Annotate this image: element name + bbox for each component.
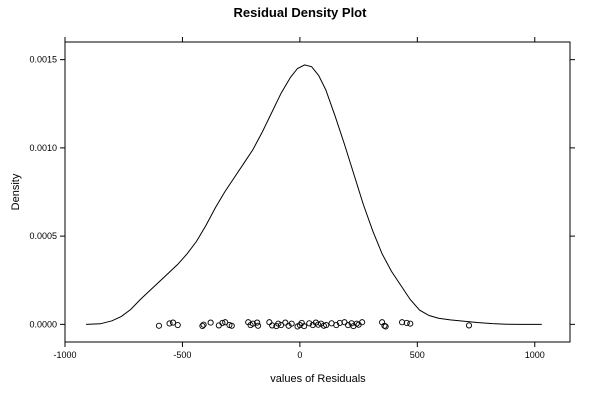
residual-point: [200, 321, 207, 328]
x-axis: -1000 -500 0 500 1000: [53, 37, 545, 360]
residual-points: [155, 319, 473, 330]
y-tick-label: 0.0000: [29, 319, 57, 329]
residual-point: [169, 319, 177, 326]
residual-point: [382, 323, 389, 330]
residual-point: [222, 319, 229, 326]
x-axis-label: values of Residuals: [270, 373, 366, 385]
y-tick-label: 0.0015: [29, 55, 57, 65]
residual-point: [228, 322, 235, 329]
residual-point: [174, 322, 181, 329]
x-tick-label: 1000: [525, 350, 545, 360]
y-tick-label: 0.0005: [29, 231, 57, 241]
chart-title: Residual Density Plot: [234, 5, 368, 20]
x-tick-label: 0: [297, 350, 302, 360]
residual-point: [403, 319, 410, 326]
residual-point: [166, 320, 173, 327]
x-tick-label: -1000: [53, 350, 76, 360]
residual-point: [219, 319, 226, 326]
residual-point: [285, 322, 292, 329]
density-curve: [86, 64, 542, 325]
residual-point: [359, 319, 366, 326]
residual-point: [465, 322, 473, 329]
y-axis: 0.0000 0.0005 0.0010 0.0015: [29, 55, 575, 329]
residual-point: [288, 320, 295, 327]
y-tick-label: 0.0010: [29, 143, 57, 153]
y-axis-label: Density: [10, 173, 22, 210]
residual-point: [199, 322, 206, 329]
plot-frame: [64, 41, 571, 343]
residual-point: [301, 323, 308, 330]
residual-point: [407, 320, 414, 327]
x-tick-label: -500: [173, 350, 191, 360]
x-tick-label: 500: [410, 350, 425, 360]
residual-point: [323, 322, 330, 329]
residual-point: [266, 319, 273, 326]
residual-point: [282, 319, 289, 326]
residual-point: [306, 320, 313, 327]
residual-point: [207, 319, 214, 326]
residual-point: [381, 322, 388, 329]
residual-point: [315, 321, 322, 328]
residual-point: [254, 319, 261, 326]
residual-point: [255, 322, 262, 329]
residual-point: [249, 320, 256, 327]
residual-point: [275, 320, 282, 327]
residual-point: [155, 322, 163, 329]
residual-point: [269, 322, 276, 329]
